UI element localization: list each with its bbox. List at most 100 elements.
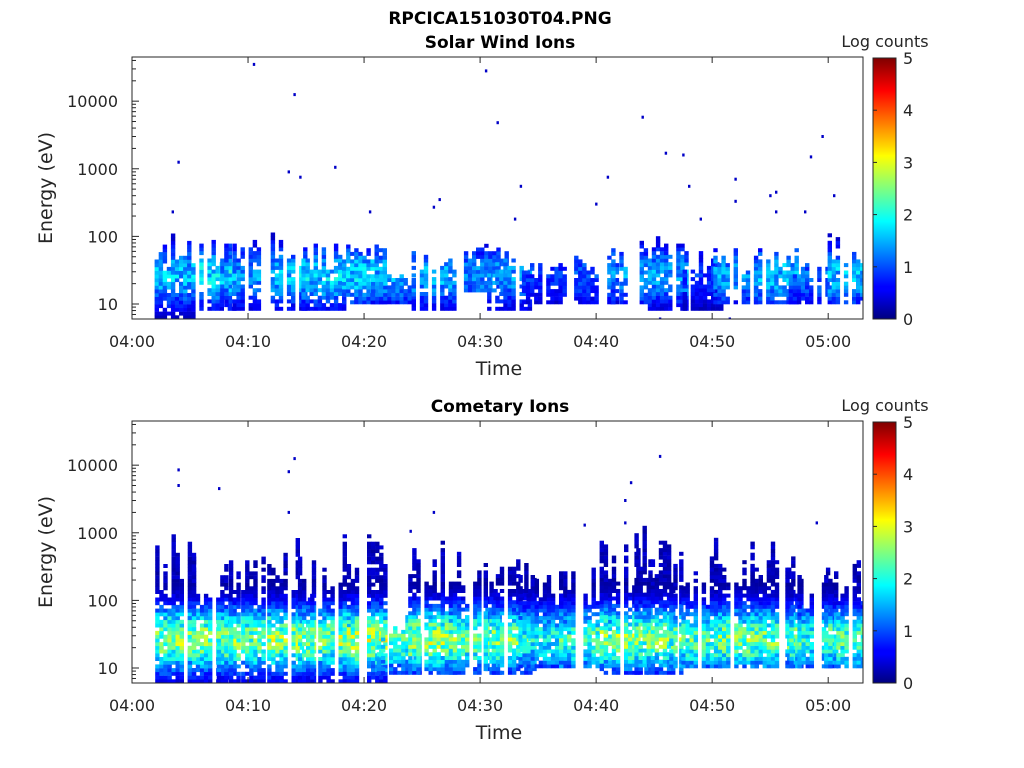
heatmap-cell [240, 277, 245, 282]
heatmap-cell [159, 627, 164, 632]
heatmap-cell [499, 577, 505, 582]
heatmap-cell [275, 593, 280, 598]
heatmap-cell [291, 638, 296, 643]
heatmap-cell [483, 656, 488, 660]
heatmap-cell [463, 262, 469, 267]
heatmap-cell [463, 266, 469, 271]
heatmap-cell [448, 288, 453, 293]
heatmap-cell [270, 254, 276, 259]
heatmap-cell [163, 653, 168, 658]
heatmap-cell [852, 259, 857, 264]
heatmap-cell [733, 263, 738, 268]
heatmap-cell [416, 637, 421, 642]
heatmap-cell [162, 311, 168, 316]
heatmap-cell [416, 626, 421, 631]
heatmap-cell [778, 270, 783, 275]
heatmap-cell [452, 600, 458, 605]
heatmap-cell [542, 619, 548, 624]
heatmap-cell [554, 630, 560, 635]
heatmap-cell [440, 273, 445, 278]
heatmap-cell [279, 679, 284, 683]
heatmap-cell [232, 604, 237, 609]
heatmap-cell [721, 285, 726, 290]
heatmap-cell [155, 616, 160, 621]
heatmap-cell [591, 649, 596, 654]
heatmap-cell [267, 627, 272, 632]
heatmap-cell [512, 626, 517, 631]
heatmap-cell [574, 296, 579, 301]
heatmap-cell [664, 273, 669, 278]
heatmap-cell [611, 648, 617, 653]
heatmap-cell [436, 603, 441, 608]
heatmap-cell [395, 278, 400, 282]
heatmap-cell [790, 266, 795, 271]
heatmap-cell [558, 281, 563, 286]
heatmap-cell [495, 269, 500, 274]
heatmap-cell [684, 258, 689, 263]
heatmap-cell [278, 277, 284, 282]
heatmap-cell [431, 303, 437, 308]
heatmap-cell [856, 259, 861, 264]
heatmap-cell [534, 582, 539, 587]
heatmap-cell [571, 627, 576, 632]
heatmap-cell [322, 664, 327, 669]
heatmap-cell [187, 616, 193, 621]
heatmap-cell [313, 243, 318, 248]
heatmap-cell [563, 575, 568, 579]
heatmap-cell [702, 299, 708, 304]
heatmap-cell [864, 259, 868, 263]
heatmap-cell [599, 577, 604, 582]
heatmap-cell [603, 596, 609, 601]
heatmap-cell [383, 630, 388, 635]
heatmap-cell [309, 284, 314, 289]
heatmap-cell [511, 299, 516, 304]
heatmap-cell [187, 668, 193, 673]
heatmap-cell [651, 288, 657, 293]
heatmap-cell [655, 243, 661, 248]
heatmap-cell [248, 273, 253, 278]
heatmap-cell [375, 578, 380, 583]
heatmap-cell [317, 303, 323, 308]
heatmap-cell [574, 270, 579, 275]
heatmap-cell [322, 597, 327, 602]
heatmap-cell [391, 285, 396, 290]
heatmap-cell [831, 281, 837, 286]
heatmap-cell [166, 311, 172, 316]
heatmap-cell [603, 600, 609, 605]
heatmap-cell [639, 270, 644, 275]
heatmap-cell [424, 611, 429, 616]
heatmap-cell [346, 571, 352, 576]
heatmap-cell [232, 280, 237, 285]
heatmap-cell [591, 601, 596, 606]
heatmap-cell [216, 642, 222, 647]
heatmap-cell [199, 258, 204, 263]
heatmap-cell [245, 564, 250, 568]
heatmap-cell [860, 296, 863, 301]
heatmap-cell [342, 274, 347, 279]
heatmap-cell [236, 664, 241, 669]
heatmap-cell [291, 277, 296, 282]
heatmap-cell [480, 247, 485, 252]
heatmap-cell [379, 281, 384, 286]
heatmap-cell [154, 281, 159, 286]
heatmap-cell [333, 247, 339, 252]
heatmap-cell [382, 266, 387, 271]
heatmap-cell [436, 652, 441, 657]
heatmap-cell [424, 652, 429, 657]
heatmap-cell [375, 278, 380, 282]
heatmap-cell [236, 269, 241, 274]
heatmap-cell [395, 289, 400, 294]
heatmap-cell [252, 269, 258, 274]
heatmap-cell [208, 601, 213, 606]
heatmap-cell [507, 570, 513, 575]
heatmap-cell [495, 299, 500, 304]
heatmap-cell [236, 265, 241, 270]
heatmap-cell [591, 660, 596, 665]
heatmap-cell [465, 641, 470, 646]
heatmap-cell [448, 659, 454, 664]
heatmap-cell [843, 300, 849, 305]
heatmap-cell [220, 292, 225, 296]
heatmap-cell [187, 270, 192, 275]
heatmap-cell [187, 278, 192, 283]
heatmap-cell [516, 566, 521, 571]
